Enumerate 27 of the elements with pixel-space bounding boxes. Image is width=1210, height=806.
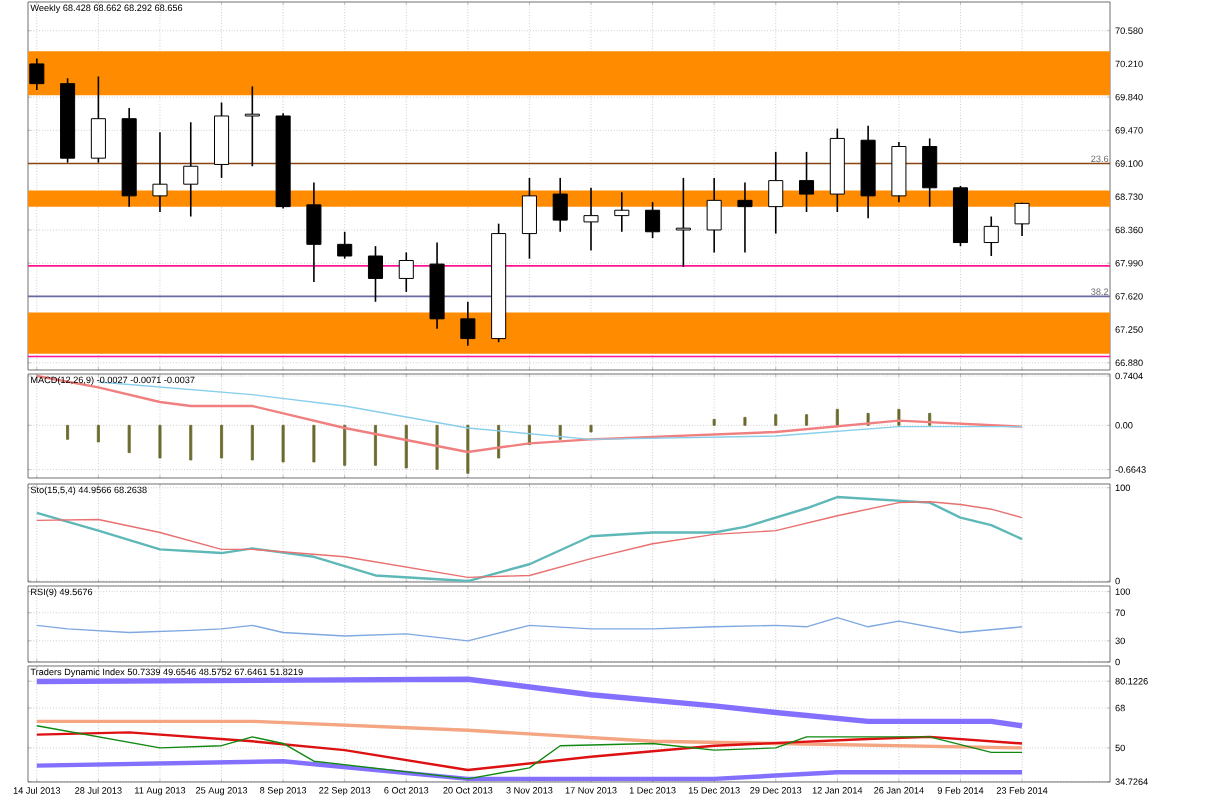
candlestick (429, 241, 445, 330)
candlestick (244, 85, 260, 168)
candlestick (891, 141, 907, 203)
candlestick (983, 215, 999, 257)
candlestick (152, 131, 168, 213)
candlestick (614, 191, 630, 233)
line-series (35, 374, 1024, 454)
line-series (35, 719, 1024, 750)
line-series (97, 381, 1023, 441)
candlestick (583, 186, 599, 252)
candlestick (183, 121, 199, 218)
candlestick (552, 177, 568, 233)
candlestick (398, 251, 414, 293)
candlestick (460, 300, 476, 347)
line-series (36, 725, 1023, 780)
line-series (36, 616, 1023, 642)
candlestick (860, 125, 876, 220)
candlestick (768, 151, 784, 235)
candlestick (737, 181, 753, 254)
candlestick (29, 57, 45, 91)
line-series (35, 731, 1024, 772)
candlestick (121, 107, 137, 208)
candlestick (306, 181, 322, 283)
line-series (34, 758, 1025, 782)
line-series (34, 676, 1025, 729)
candlestick (706, 177, 722, 254)
candlestick (675, 177, 691, 268)
